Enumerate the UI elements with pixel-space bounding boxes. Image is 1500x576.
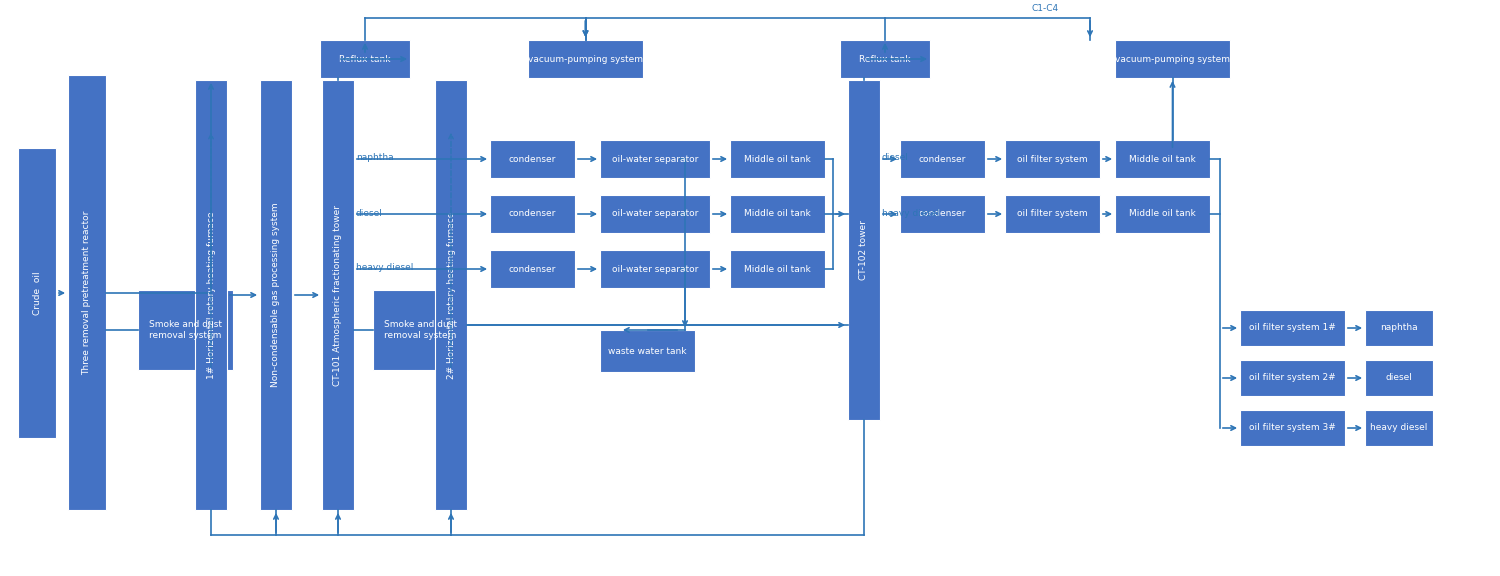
FancyBboxPatch shape <box>1240 360 1346 396</box>
FancyBboxPatch shape <box>1005 195 1100 233</box>
Text: Non-condensable gas processing system: Non-condensable gas processing system <box>272 203 280 387</box>
FancyBboxPatch shape <box>260 80 292 510</box>
FancyBboxPatch shape <box>435 80 466 510</box>
FancyBboxPatch shape <box>490 250 574 288</box>
Text: condenser: condenser <box>509 210 556 218</box>
Text: oil filter system 2#: oil filter system 2# <box>1250 373 1336 382</box>
Text: oil filter system: oil filter system <box>1017 154 1088 164</box>
FancyBboxPatch shape <box>1114 195 1210 233</box>
FancyBboxPatch shape <box>1114 40 1230 78</box>
FancyBboxPatch shape <box>490 140 574 178</box>
FancyBboxPatch shape <box>1365 310 1432 346</box>
FancyBboxPatch shape <box>1240 310 1346 346</box>
FancyBboxPatch shape <box>18 148 56 438</box>
Text: condenser: condenser <box>509 264 556 274</box>
Text: oil filter system 3#: oil filter system 3# <box>1250 423 1336 433</box>
Text: vacuum-pumping system: vacuum-pumping system <box>1114 55 1230 63</box>
FancyBboxPatch shape <box>900 140 986 178</box>
FancyBboxPatch shape <box>322 80 354 510</box>
FancyBboxPatch shape <box>730 195 825 233</box>
Text: Reflux tank: Reflux tank <box>339 55 390 63</box>
Text: oil filter system: oil filter system <box>1017 210 1088 218</box>
Text: heavy diesel: heavy diesel <box>882 209 939 218</box>
Text: Middle oil tank: Middle oil tank <box>744 210 812 218</box>
FancyBboxPatch shape <box>600 250 709 288</box>
Text: heavy diesel: heavy diesel <box>356 263 414 272</box>
Text: diesel: diesel <box>1386 373 1413 382</box>
Text: Smoke and dust
removal system: Smoke and dust removal system <box>148 320 222 340</box>
Text: Middle oil tank: Middle oil tank <box>1130 210 1196 218</box>
Text: naphtha: naphtha <box>356 153 393 162</box>
FancyBboxPatch shape <box>900 195 986 233</box>
FancyBboxPatch shape <box>528 40 644 78</box>
FancyBboxPatch shape <box>68 75 106 510</box>
FancyBboxPatch shape <box>847 80 880 420</box>
FancyBboxPatch shape <box>1365 360 1432 396</box>
Text: waste water tank: waste water tank <box>609 347 687 355</box>
Text: Crude  oil: Crude oil <box>33 271 42 315</box>
FancyBboxPatch shape <box>600 330 694 372</box>
Text: condenser: condenser <box>920 210 966 218</box>
Text: oil-water separator: oil-water separator <box>612 264 698 274</box>
Text: diesel: diesel <box>882 153 909 162</box>
Text: C1-C4: C1-C4 <box>1032 4 1059 13</box>
Text: CT-101 Atmospheric fractionating tower: CT-101 Atmospheric fractionating tower <box>333 204 342 385</box>
FancyBboxPatch shape <box>730 140 825 178</box>
Text: vacuum-pumping system: vacuum-pumping system <box>528 55 644 63</box>
Text: Three removal pretreatment reactor: Three removal pretreatment reactor <box>82 210 92 374</box>
Text: naphtha: naphtha <box>1380 324 1417 332</box>
Text: 2# Horizontal rotary heating furnace: 2# Horizontal rotary heating furnace <box>447 211 456 378</box>
Text: condenser: condenser <box>920 154 966 164</box>
Text: Middle oil tank: Middle oil tank <box>744 154 812 164</box>
FancyBboxPatch shape <box>840 40 930 78</box>
FancyBboxPatch shape <box>490 195 574 233</box>
Text: Middle oil tank: Middle oil tank <box>744 264 812 274</box>
FancyBboxPatch shape <box>600 140 709 178</box>
FancyBboxPatch shape <box>1240 410 1346 446</box>
Text: diesel: diesel <box>356 209 382 218</box>
Text: Smoke and dust
removal system: Smoke and dust removal system <box>384 320 458 340</box>
FancyBboxPatch shape <box>138 290 232 370</box>
FancyBboxPatch shape <box>1365 410 1432 446</box>
FancyBboxPatch shape <box>730 250 825 288</box>
Text: oil filter system 1#: oil filter system 1# <box>1250 324 1336 332</box>
FancyBboxPatch shape <box>195 80 226 510</box>
FancyBboxPatch shape <box>600 195 709 233</box>
Text: CT-102 tower: CT-102 tower <box>859 220 868 280</box>
Text: oil-water separator: oil-water separator <box>612 210 698 218</box>
Text: oil-water separator: oil-water separator <box>612 154 698 164</box>
Text: heavy diesel: heavy diesel <box>1371 423 1428 433</box>
FancyBboxPatch shape <box>374 290 468 370</box>
FancyBboxPatch shape <box>320 40 410 78</box>
Text: Middle oil tank: Middle oil tank <box>1130 154 1196 164</box>
Text: condenser: condenser <box>509 154 556 164</box>
FancyBboxPatch shape <box>1005 140 1100 178</box>
Text: 1# Horizontal rotary heating furnace: 1# Horizontal rotary heating furnace <box>207 211 216 379</box>
Text: Reflux tank: Reflux tank <box>859 55 910 63</box>
FancyBboxPatch shape <box>1114 140 1210 178</box>
